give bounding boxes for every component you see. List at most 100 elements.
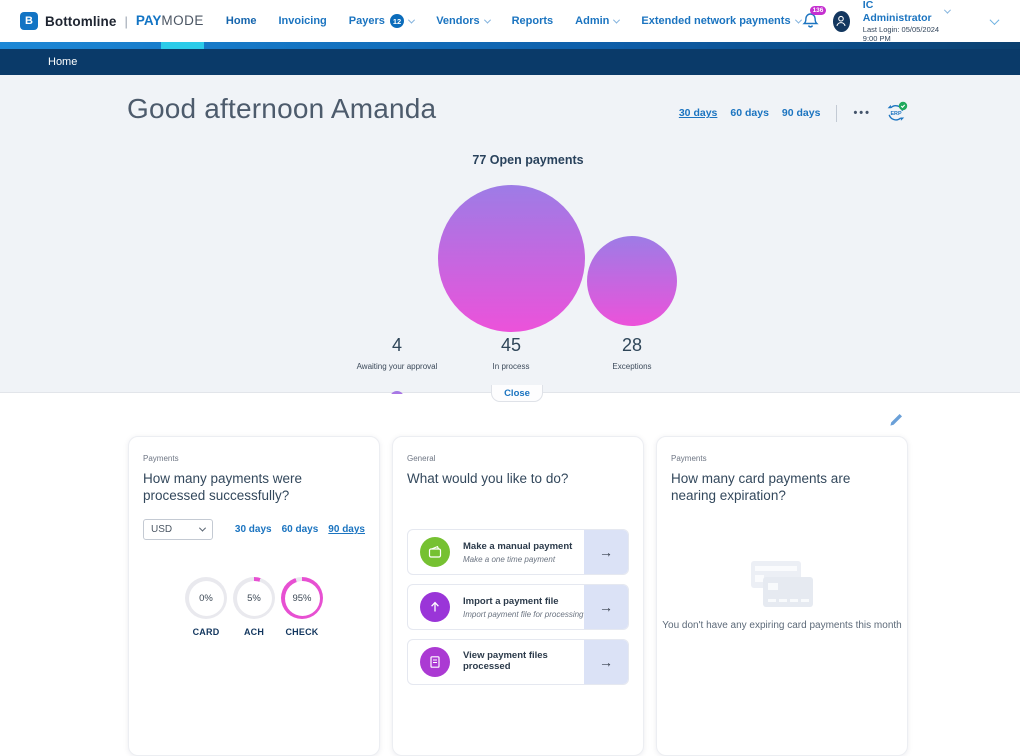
wallet-icon xyxy=(420,537,450,567)
chevron-down-icon xyxy=(483,16,491,24)
stat-exceptions: 28 Exceptions xyxy=(557,335,707,371)
card-title: How many card payments are nearing expir… xyxy=(671,471,851,503)
card-expiring-payments: Payments How many card payments are near… xyxy=(656,436,908,756)
donut-check: 95% xyxy=(281,577,323,619)
nav-item-invoicing[interactable]: Invoicing xyxy=(278,15,327,27)
chevron-down-icon xyxy=(944,6,952,14)
action-make-manual-payment[interactable]: Make a manual payment Make a one time pa… xyxy=(407,529,629,575)
metric-ach: 5% ACH xyxy=(233,577,275,637)
breadcrumb[interactable]: Home xyxy=(48,56,78,68)
card-title: What would you like to do? xyxy=(407,471,569,486)
primary-nav: Home Invoicing Payers 12 Vendors Reports… xyxy=(225,14,802,28)
collapse-header-button[interactable] xyxy=(989,12,1000,30)
stat-awaiting-approval: 4 Awaiting your approval xyxy=(322,335,472,371)
action-title: Make a manual payment xyxy=(463,540,573,552)
stat-value: 4 xyxy=(391,335,402,355)
stat-label: Exceptions xyxy=(612,362,652,371)
empty-state-message: You don't have any expiring card payment… xyxy=(662,620,902,631)
range-90-days[interactable]: 90 days xyxy=(781,107,821,119)
currency-select[interactable]: USD xyxy=(143,519,213,540)
action-title: View payment files processed xyxy=(463,649,548,672)
chevron-down-icon xyxy=(989,15,1000,26)
chevron-down-icon xyxy=(613,16,621,24)
breadcrumb-bar: Home xyxy=(0,49,1020,75)
range-30-days[interactable]: 30 days xyxy=(678,107,718,119)
action-subtitle: Import payment file for processing xyxy=(463,609,584,619)
bubble-exceptions[interactable] xyxy=(587,236,677,326)
quick-actions-list: Make a manual payment Make a one time pa… xyxy=(407,529,629,685)
card-category: General xyxy=(407,454,436,463)
nav-item-admin[interactable]: Admin xyxy=(575,15,621,27)
nav-item-reports[interactable]: Reports xyxy=(511,15,554,27)
hero-range-controls: 30 days 60 days 90 days ••• ERP xyxy=(679,101,908,125)
brand-name: Bottomline xyxy=(45,13,117,29)
card-range-90-days[interactable]: 90 days xyxy=(328,524,365,535)
chevron-down-icon xyxy=(198,524,207,532)
close-hero-button[interactable]: Close xyxy=(491,385,543,402)
person-icon xyxy=(836,15,846,27)
page-title: Good afternoon Amanda xyxy=(127,93,437,124)
notifications-button[interactable]: 136 xyxy=(801,6,827,34)
card-quick-actions: General What would you like to do? Make … xyxy=(392,436,644,756)
dashboard-hero: Good afternoon Amanda 30 days 60 days 90… xyxy=(0,75,1020,405)
donut-ach: 5% xyxy=(233,577,275,619)
divider xyxy=(836,104,838,122)
metric-card: 0% CARD xyxy=(185,577,227,637)
avatar[interactable] xyxy=(832,10,850,32)
card-range-60-days[interactable]: 60 days xyxy=(281,524,319,535)
nav-item-extended-network-payments[interactable]: Extended network payments xyxy=(641,15,802,27)
payers-count-badge: 12 xyxy=(389,14,405,28)
metric-check: 95% CHECK xyxy=(281,577,323,637)
top-nav: B Bottomline | PAYMODE Home Invoicing Pa… xyxy=(0,0,1020,44)
donut-card: 0% xyxy=(185,577,227,619)
stat-label: Awaiting your approval xyxy=(356,362,438,371)
credit-cards-illustration xyxy=(751,561,861,621)
payment-method-metrics: 0% CARD 5% ACH 95% CHECK xyxy=(143,577,365,637)
bottomline-logo-icon: B xyxy=(20,12,38,30)
card-range-30-days[interactable]: 30 days xyxy=(234,524,272,535)
nav-accent-strip xyxy=(0,42,1020,49)
card-range-links: 30 days 60 days 90 days xyxy=(235,524,365,535)
upload-icon xyxy=(420,592,450,622)
widgets-section: Payments How many payments were processe… xyxy=(0,394,1020,756)
donut-percent: 95% xyxy=(292,592,312,604)
last-login: Last Login: 05/05/2024 9:00 PM xyxy=(862,24,940,44)
arrow-right-icon[interactable]: → xyxy=(584,530,628,574)
action-view-payment-files[interactable]: View payment files processed → xyxy=(407,639,629,685)
nav-item-payers[interactable]: Payers 12 xyxy=(349,14,416,28)
card-category: Payments xyxy=(143,454,179,463)
card-title: How many payments were processed success… xyxy=(143,471,303,503)
top-nav-right: 136 IC Administrator Last Login: 05/05/2… xyxy=(801,0,1006,44)
range-60-days[interactable]: 60 days xyxy=(730,107,769,119)
user-menu[interactable]: IC Administrator Last Login: 05/05/2024 … xyxy=(862,0,952,44)
edit-widgets-button[interactable] xyxy=(888,410,906,428)
stat-label: In process xyxy=(492,362,530,371)
metric-label: ACH xyxy=(243,627,265,637)
bubble-in-process[interactable] xyxy=(438,185,585,332)
arrow-right-icon[interactable]: → xyxy=(584,640,628,684)
metric-label: CARD xyxy=(192,627,220,637)
nav-item-vendors[interactable]: Vendors xyxy=(436,15,491,27)
erp-sync-icon: ERP xyxy=(887,101,908,121)
product-name: PAYMODE xyxy=(135,13,204,28)
pencil-icon xyxy=(890,414,902,426)
nav-item-home[interactable]: Home xyxy=(225,15,257,27)
brand-logo[interactable]: B Bottomline | PAYMODE xyxy=(20,12,204,30)
card-category: Payments xyxy=(671,454,707,463)
active-nav-indicator xyxy=(161,42,204,49)
action-subtitle: Make a one time payment xyxy=(463,554,556,564)
more-options-button[interactable]: ••• xyxy=(853,107,871,119)
metric-label: CHECK xyxy=(285,627,319,637)
chevron-down-icon xyxy=(408,16,416,24)
stat-value: 28 xyxy=(621,335,643,355)
arrow-right-icon[interactable]: → xyxy=(584,585,628,629)
action-import-payment-file[interactable]: Import a payment file Import payment fil… xyxy=(407,584,629,630)
stat-value: 45 xyxy=(500,335,522,355)
action-title: Import a payment file xyxy=(463,595,559,607)
donut-percent: 0% xyxy=(199,592,213,604)
card-payments-processed: Payments How many payments were processe… xyxy=(128,436,380,756)
file-icon xyxy=(420,647,450,677)
notification-count-badge: 136 xyxy=(809,6,827,15)
bell-icon xyxy=(801,13,819,28)
erp-sync-button[interactable]: ERP xyxy=(884,101,908,125)
